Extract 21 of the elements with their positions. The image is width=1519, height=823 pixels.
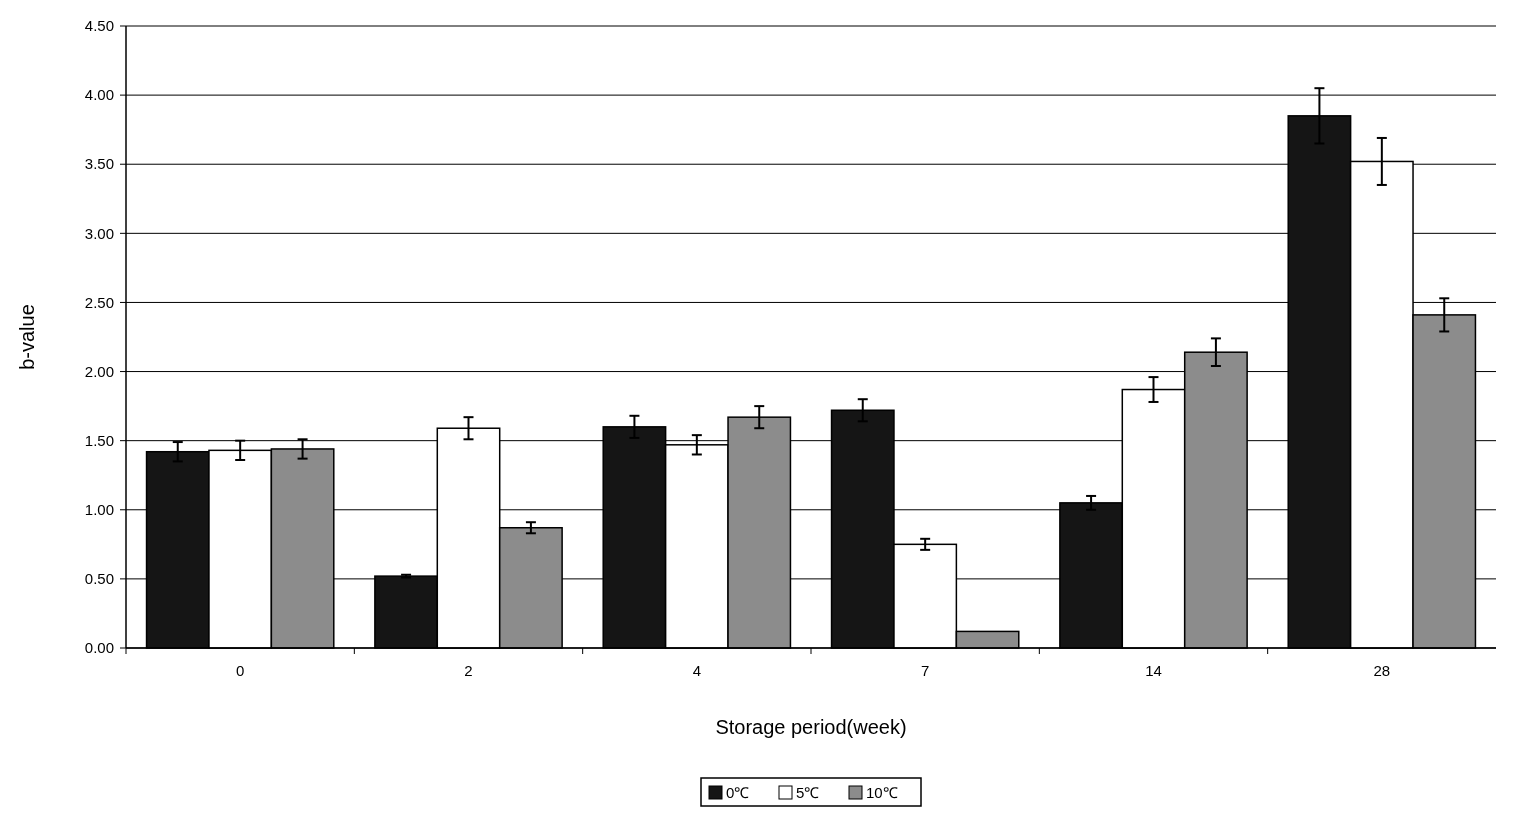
y-tick-label: 3.00 [84, 224, 114, 242]
y-tick-label: 3.50 [84, 155, 114, 173]
legend-label: 5℃ [796, 784, 820, 801]
x-tick-label: 0 [235, 662, 245, 679]
x-tick-label: 4 [692, 662, 702, 679]
y-axis-title: b-value [16, 304, 38, 370]
x-tick-label: 14 [1145, 662, 1162, 679]
x-tick-label: 7 [920, 662, 930, 679]
y-tick-label: 0.50 [84, 570, 114, 588]
x-axis-title: Storage period(week) [715, 716, 907, 738]
y-tick-label: 1.00 [84, 501, 114, 519]
x-tick-label: 28 [1373, 662, 1391, 679]
x-tick-label: 2 [464, 662, 473, 679]
y-tick-label: 2.00 [84, 362, 114, 380]
legend-label: 0℃ [726, 784, 750, 801]
y-tick-label: 4.50 [84, 17, 114, 35]
y-tick-label: 4.00 [84, 86, 114, 104]
y-tick-label: 1.50 [84, 431, 114, 449]
legend-label: 10℃ [866, 784, 898, 801]
y-tick-label: 2.50 [84, 293, 114, 311]
y-tick-label: 0.00 [84, 639, 114, 657]
